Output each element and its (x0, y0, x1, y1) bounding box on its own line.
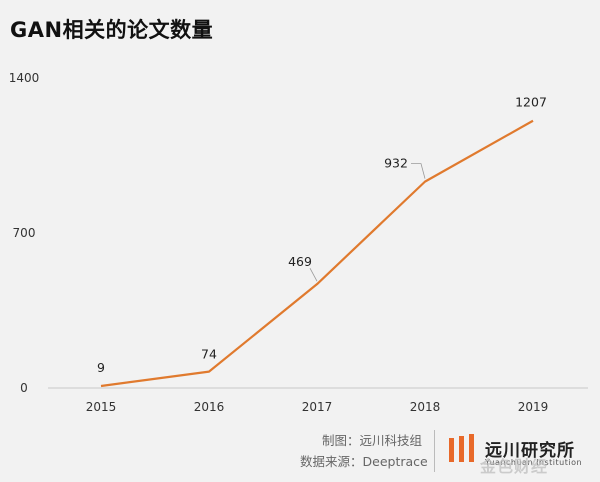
x-tick-label: 2017 (302, 400, 333, 414)
watermark-text: 金色财经 (480, 457, 549, 476)
data-label: 74 (201, 347, 217, 362)
x-tick-label: 2016 (194, 400, 225, 414)
data-label-leader (411, 163, 426, 179)
brand-logo: 远川研究所 Yuanchuan Institution (448, 434, 594, 474)
x-tick-label: 2019 (518, 400, 549, 414)
source-block: 制图：远川科技组 数据来源：Deeptrace (300, 430, 428, 472)
logo-english: Yuanchuan Institution (485, 458, 583, 467)
made-by-note: 制图：远川科技组 (321, 433, 422, 448)
data-label: 1207 (515, 95, 547, 110)
data-label: 932 (384, 156, 408, 171)
y-tick-label: 700 (13, 226, 36, 240)
logo-name: 远川研究所 (485, 441, 575, 461)
source-divider (434, 430, 435, 472)
x-tick-label: 2015 (86, 400, 117, 414)
data-source-note: 数据来源：Deeptrace (300, 454, 428, 469)
series-line (100, 119, 534, 388)
data-label-leader (309, 267, 318, 282)
y-tick-label: 1400 (9, 71, 40, 85)
data-label: 9 (97, 360, 105, 375)
x-tick-label: 2018 (410, 400, 441, 414)
data-label: 469 (288, 254, 312, 269)
y-tick-label: 0 (20, 381, 28, 395)
logo-mark-icon (449, 434, 474, 462)
chart-title: GAN相关的论文数量 (10, 18, 214, 42)
